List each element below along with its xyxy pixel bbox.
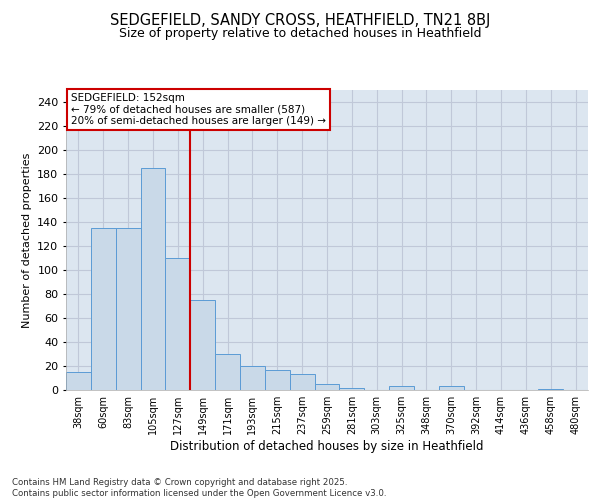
- Bar: [265, 370, 290, 390]
- Bar: [91, 228, 116, 390]
- Text: Contains HM Land Registry data © Crown copyright and database right 2025.
Contai: Contains HM Land Registry data © Crown c…: [12, 478, 386, 498]
- Bar: [116, 228, 140, 390]
- Bar: [538, 389, 563, 390]
- Text: SEDGEFIELD, SANDY CROSS, HEATHFIELD, TN21 8BJ: SEDGEFIELD, SANDY CROSS, HEATHFIELD, TN2…: [110, 12, 490, 28]
- Bar: [389, 386, 414, 390]
- Bar: [290, 374, 314, 390]
- X-axis label: Distribution of detached houses by size in Heathfield: Distribution of detached houses by size …: [170, 440, 484, 453]
- Bar: [340, 388, 364, 390]
- Bar: [166, 258, 190, 390]
- Y-axis label: Number of detached properties: Number of detached properties: [22, 152, 32, 328]
- Bar: [240, 366, 265, 390]
- Bar: [439, 386, 464, 390]
- Bar: [314, 384, 340, 390]
- Text: SEDGEFIELD: 152sqm
← 79% of detached houses are smaller (587)
20% of semi-detach: SEDGEFIELD: 152sqm ← 79% of detached hou…: [71, 93, 326, 126]
- Bar: [66, 372, 91, 390]
- Bar: [215, 354, 240, 390]
- Text: Size of property relative to detached houses in Heathfield: Size of property relative to detached ho…: [119, 28, 481, 40]
- Bar: [190, 300, 215, 390]
- Bar: [140, 168, 166, 390]
